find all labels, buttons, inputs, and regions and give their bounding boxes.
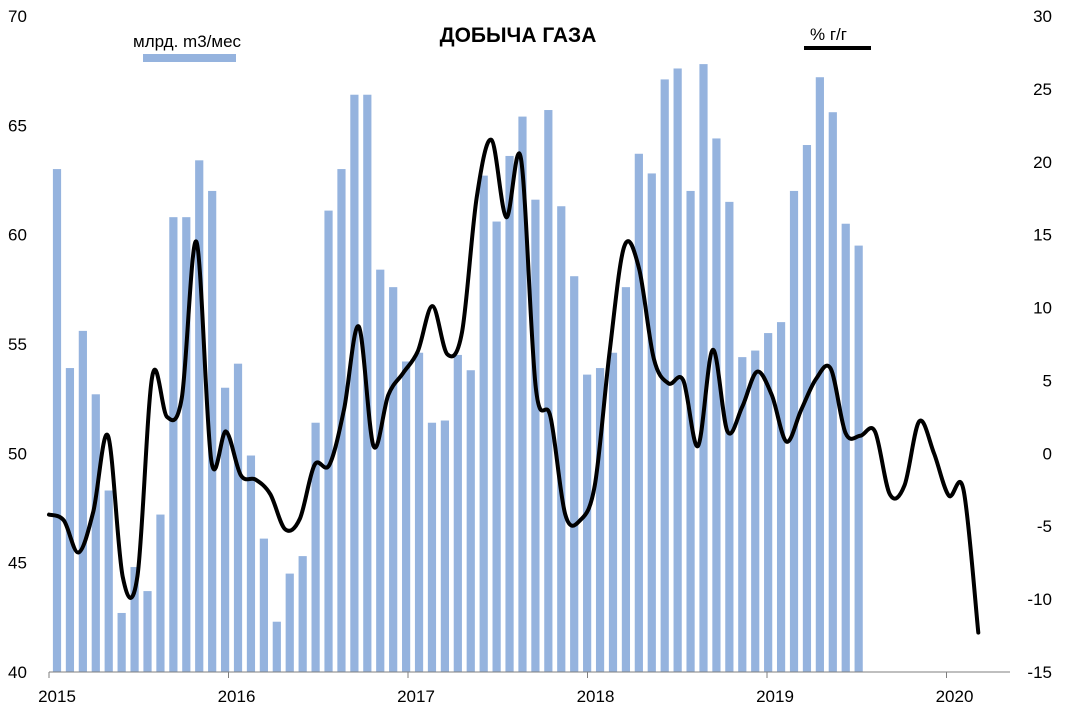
bar-2019-04: [712, 138, 721, 672]
left-tick-label: 55: [8, 335, 27, 354]
bar-2016-12: [350, 94, 359, 673]
bar-2017-09: [466, 370, 475, 672]
left-tick-label: 40: [8, 663, 27, 682]
bar-2017-12: [505, 155, 514, 672]
bar-2015-01: [52, 169, 62, 672]
right-tick-label: 0: [1043, 444, 1052, 463]
bar-2015-02: [65, 368, 75, 672]
bar-2015-10: [169, 217, 178, 673]
bar-2018-01: [518, 116, 527, 673]
bar-2015-03: [78, 330, 87, 672]
legend: млрд. m3/мес % г/г: [133, 25, 871, 62]
bar-2019-01: [673, 68, 682, 673]
bar-2017-03: [389, 287, 398, 672]
bar-2018-03: [544, 110, 553, 672]
bar-2020-02: [841, 223, 850, 673]
bar-2015-12: [195, 160, 204, 672]
bar-2018-06: [583, 374, 592, 672]
bar-2019-06: [738, 357, 747, 672]
bar-2016-05: [259, 538, 268, 672]
yoy-line: [47, 137, 981, 635]
bar-2016-02: [220, 387, 230, 672]
right-tick-label: -10: [1027, 590, 1052, 609]
bar-2017-07: [440, 420, 449, 672]
right-tick-label: 25: [1033, 80, 1052, 99]
left-tick-label: 65: [8, 116, 27, 135]
bar-2017-05: [414, 352, 424, 672]
right-tick-label: 30: [1033, 7, 1052, 26]
bar-2016-10: [324, 210, 333, 673]
bar-2016-09: [311, 422, 320, 672]
bar-2018-11: [647, 173, 656, 672]
bar-2018-05: [570, 276, 579, 672]
bar-2020-03: [854, 245, 863, 672]
bar-2018-04: [557, 206, 566, 673]
bar-2017-08: [453, 354, 462, 672]
bar-2017-04: [402, 361, 411, 672]
right-tick-label: 5: [1043, 371, 1052, 390]
bar-2018-10: [634, 153, 643, 672]
bar-2019-08: [764, 333, 773, 672]
bar-2015-04: [91, 394, 100, 672]
axis-layer: 40 45 50 55 60 65 70 -15 -10 -5 0 5 10 15 20 25 30 2015 20…: [8, 7, 1052, 706]
bar-2016-07: [285, 573, 294, 672]
bar-2019-11: [802, 145, 812, 672]
bar-2017-02: [376, 269, 385, 672]
right-tick-label: -5: [1037, 517, 1052, 536]
x-tick-label: 2017: [397, 687, 435, 706]
left-tick-label: 45: [8, 554, 27, 573]
bar-2019-09: [776, 322, 786, 672]
bar-2019-03: [699, 64, 708, 673]
legend-bar-label: млрд. m3/мес: [133, 32, 242, 51]
bar-2015-05: [104, 490, 113, 672]
bar-2016-04: [246, 455, 256, 672]
bar-2017-10: [479, 175, 488, 672]
bars-layer: [52, 64, 863, 673]
bar-2019-07: [751, 350, 760, 672]
bar-2017-06: [427, 422, 437, 672]
right-tick-label: -15: [1027, 663, 1052, 682]
bar-2015-08: [143, 591, 152, 672]
bar-2017-11: [492, 221, 501, 673]
x-tick-label: 2015: [38, 687, 76, 706]
bar-2016-03: [233, 363, 243, 672]
bar-2018-02: [531, 199, 540, 672]
bar-2020-01: [828, 112, 837, 672]
x-tick-label: 2019: [756, 687, 794, 706]
bar-2018-08: [608, 352, 618, 672]
bar-2015-06: [117, 612, 126, 672]
bar-2016-06: [272, 621, 281, 672]
legend-line-label: % г/г: [810, 25, 847, 44]
x-tick-label: 2016: [218, 687, 256, 706]
bar-2018-12: [660, 79, 669, 672]
left-tick-label: 50: [8, 444, 27, 463]
bar-2018-07: [595, 368, 605, 672]
x-tick-label: 2018: [577, 687, 615, 706]
x-tick-label: 2020: [936, 687, 974, 706]
bar-2015-11: [182, 217, 191, 673]
right-tick-label: 20: [1033, 153, 1052, 172]
right-tick-label: 10: [1033, 299, 1052, 318]
line-layer: [47, 137, 981, 635]
left-tick-label: 70: [8, 7, 27, 26]
bar-2015-09: [156, 514, 165, 672]
bar-2019-02: [686, 190, 695, 672]
bar-2019-05: [725, 201, 734, 672]
legend-bar-swatch: [143, 54, 236, 62]
bar-2018-09: [621, 287, 631, 672]
right-tick-label: 15: [1033, 226, 1052, 245]
left-tick-label: 60: [8, 226, 27, 245]
bar-2016-01: [208, 190, 217, 672]
bar-2016-08: [298, 556, 307, 672]
bar-2015-07: [130, 567, 139, 672]
chart-title: ДОБЫЧА ГАЗА: [440, 24, 597, 47]
